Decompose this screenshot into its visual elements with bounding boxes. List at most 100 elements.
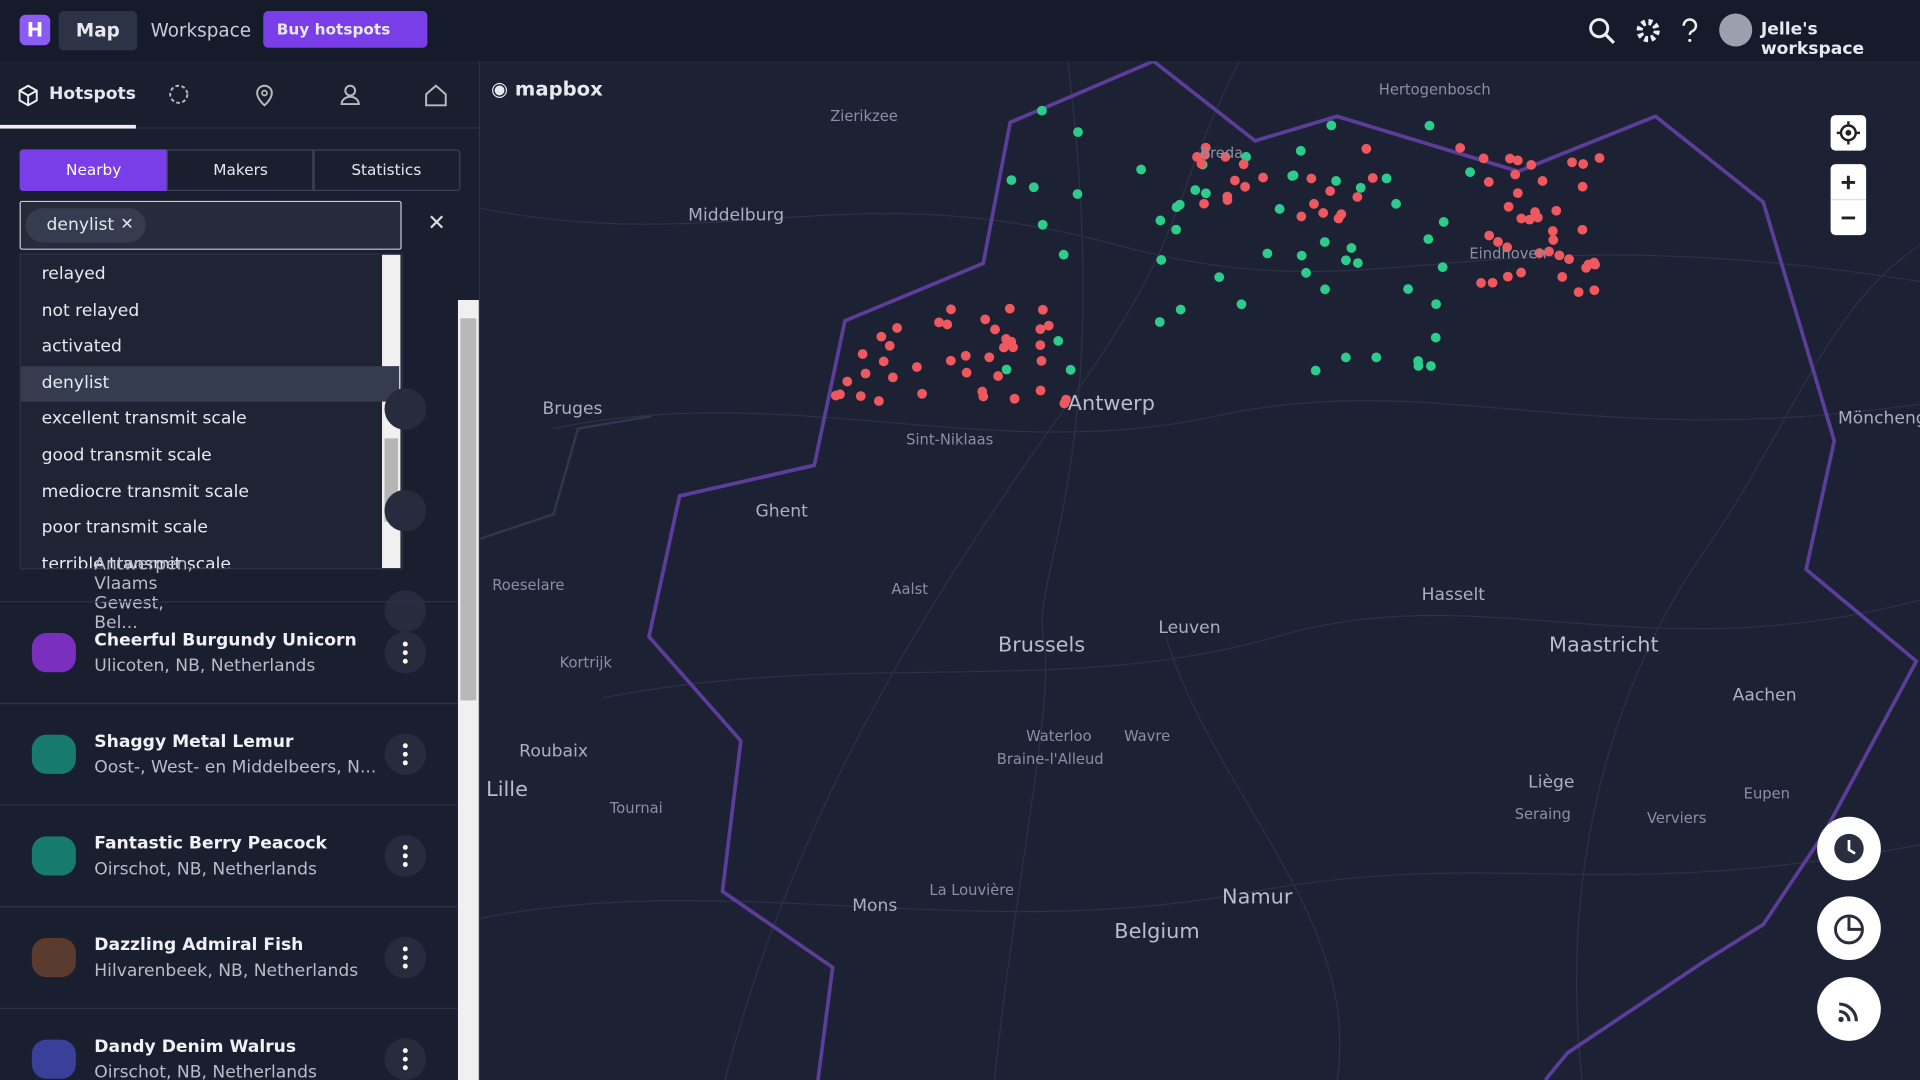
- nav-workspace[interactable]: Workspace: [150, 19, 252, 42]
- hotspot-dot[interactable]: [1296, 211, 1307, 222]
- hotspot-dot[interactable]: [855, 391, 866, 402]
- hotspot-dot[interactable]: [984, 352, 995, 363]
- hotspot-dot[interactable]: [1413, 360, 1424, 371]
- hotspot-dot[interactable]: [1510, 169, 1521, 180]
- hotspot-dot[interactable]: [1554, 250, 1565, 261]
- row-menu[interactable]: [384, 388, 427, 430]
- hotspot-dot[interactable]: [1465, 167, 1475, 178]
- hotspot-dot[interactable]: [1175, 304, 1186, 315]
- hotspot-dot[interactable]: [1065, 364, 1076, 375]
- row-menu[interactable]: [384, 936, 427, 979]
- hotspot-dot[interactable]: [917, 388, 927, 399]
- hotspot-dot[interactable]: [1190, 185, 1201, 195]
- subtab-makers[interactable]: Makers: [166, 149, 315, 192]
- hotspot-dot[interactable]: [1352, 192, 1363, 202]
- hotspot-dot[interactable]: [1035, 324, 1046, 335]
- settings-icon[interactable]: [1633, 16, 1662, 45]
- hotspot-dot[interactable]: [1505, 153, 1515, 164]
- hotspot-dot[interactable]: [1325, 186, 1336, 196]
- subtab-nearby[interactable]: Nearby: [19, 149, 168, 192]
- hotspot-dot[interactable]: [1430, 332, 1441, 343]
- hotspot-dot[interactable]: [1154, 317, 1165, 327]
- buy-button[interactable]: Buy hotspots: [263, 11, 428, 48]
- hotspot-dot[interactable]: [1487, 277, 1498, 288]
- hotspot-dot[interactable]: [1548, 235, 1559, 245]
- hotspot-dot[interactable]: [1229, 175, 1240, 186]
- hotspot-dot[interactable]: [1009, 393, 1020, 404]
- hotspot-dot[interactable]: [878, 356, 889, 367]
- hotspot-dot[interactable]: [1577, 181, 1588, 192]
- hotspot-dot[interactable]: [857, 349, 868, 359]
- hotspot-dot[interactable]: [942, 319, 953, 330]
- hotspot-dot[interactable]: [1295, 145, 1306, 156]
- hotspot-dot[interactable]: [961, 367, 972, 378]
- hotspot-dot[interactable]: [1355, 182, 1366, 193]
- hotspot-dot[interactable]: [911, 362, 922, 372]
- hotspot-dot[interactable]: [1371, 352, 1382, 363]
- hotspot-dot[interactable]: [1438, 217, 1449, 227]
- hotspot-dot[interactable]: [1200, 142, 1211, 153]
- hotspot-dot[interactable]: [1425, 361, 1436, 371]
- hotspot-dot[interactable]: [1238, 159, 1249, 170]
- hotspot-dot[interactable]: [1423, 234, 1434, 245]
- feed-button[interactable]: [1817, 977, 1881, 1041]
- row-menu[interactable]: [384, 489, 427, 532]
- workspace-name[interactable]: Jelle's workspace: [1760, 19, 1865, 59]
- hotspot-dot[interactable]: [1512, 155, 1523, 166]
- row-menu[interactable]: [384, 590, 427, 632]
- hotspot-dot[interactable]: [1516, 267, 1527, 278]
- logo[interactable]: H: [19, 14, 51, 46]
- help-icon[interactable]: [1678, 16, 1702, 45]
- hotspot-dot[interactable]: [1502, 271, 1513, 282]
- hotspot-dot[interactable]: [1484, 230, 1495, 241]
- hotspot-dot[interactable]: [1136, 164, 1147, 175]
- hotspot-dot[interactable]: [990, 324, 1000, 335]
- hotspot-dot[interactable]: [1578, 159, 1589, 169]
- hotspot-dot[interactable]: [1037, 219, 1048, 230]
- hotspot-dot[interactable]: [1424, 120, 1435, 131]
- hotspot-dot[interactable]: [873, 396, 884, 406]
- hotspot-dot[interactable]: [1036, 355, 1047, 366]
- map[interactable]: ◉ mapbox Zierikzee Hertogenbosch Middelbur…: [480, 61, 1920, 1080]
- hotspot-dot[interactable]: [1200, 149, 1210, 160]
- hotspot-dot[interactable]: [1214, 272, 1225, 283]
- locate-button[interactable]: [1830, 115, 1867, 151]
- hotspot-dot[interactable]: [1318, 208, 1329, 218]
- hotspot-dot[interactable]: [884, 340, 895, 351]
- hotspot-dot[interactable]: [1526, 159, 1537, 170]
- hotspot-dot[interactable]: [1478, 153, 1489, 164]
- hotspot-dot[interactable]: [1476, 278, 1486, 288]
- hotspot-dot[interactable]: [1220, 151, 1231, 162]
- hotspot-dot[interactable]: [934, 317, 944, 328]
- hotspot-dot[interactable]: [977, 386, 988, 397]
- hotspot-dot[interactable]: [1524, 214, 1535, 225]
- hotspot-dot[interactable]: [1391, 198, 1401, 209]
- hotspot-dot[interactable]: [842, 376, 853, 387]
- hotspot-dot[interactable]: [1331, 176, 1341, 186]
- hotspot-dot[interactable]: [1403, 284, 1413, 294]
- tab-icons[interactable]: [168, 83, 450, 107]
- hotspot-dot[interactable]: [1310, 365, 1321, 376]
- hotspot-dot[interactable]: [1037, 105, 1047, 116]
- hotspot-dot[interactable]: [1306, 173, 1317, 184]
- hotspot-dot[interactable]: [1001, 364, 1012, 375]
- tab-hotspots[interactable]: Hotspots: [48, 84, 136, 105]
- hotspot-dot[interactable]: [1199, 198, 1209, 209]
- hotspot-dot[interactable]: [1196, 158, 1207, 169]
- hotspot-dot[interactable]: [1333, 213, 1344, 224]
- dropdown-option[interactable]: relayed: [41, 264, 106, 285]
- hotspot-dot[interactable]: [1006, 175, 1017, 186]
- hotspot-dot[interactable]: [1171, 224, 1182, 235]
- hotspot-dot[interactable]: [1493, 237, 1503, 247]
- hotspot-dot[interactable]: [1455, 142, 1466, 153]
- hotspot-dot[interactable]: [1059, 398, 1070, 409]
- dropdown-option[interactable]: mediocre transmit scale: [41, 481, 249, 502]
- hotspot-dot[interactable]: [1551, 205, 1562, 216]
- hotspot-dot[interactable]: [1073, 127, 1083, 138]
- hotspot-dot[interactable]: [998, 342, 1009, 353]
- hotspot-dot[interactable]: [1437, 262, 1448, 273]
- hotspot-dot[interactable]: [1346, 243, 1357, 253]
- hotspot-row[interactable]: Dazzling Admiral Fish Hilvarenbeek, NB, N…: [0, 907, 458, 1009]
- dropdown-option[interactable]: terrible transmit scale: [41, 554, 231, 570]
- hotspot-dot[interactable]: [1004, 303, 1015, 314]
